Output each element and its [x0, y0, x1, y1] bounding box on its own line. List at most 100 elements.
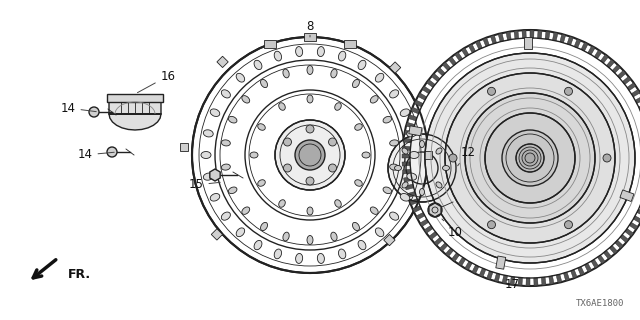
Ellipse shape [307, 236, 313, 244]
Circle shape [284, 138, 291, 146]
Polygon shape [538, 30, 542, 38]
Ellipse shape [274, 249, 282, 259]
Bar [389, 62, 401, 73]
Polygon shape [402, 154, 410, 158]
Polygon shape [410, 199, 419, 205]
Polygon shape [506, 32, 511, 40]
Ellipse shape [335, 200, 341, 207]
Ellipse shape [283, 232, 289, 241]
Polygon shape [455, 52, 463, 61]
Text: 14: 14 [61, 101, 96, 115]
Ellipse shape [210, 194, 220, 201]
Ellipse shape [250, 152, 258, 158]
Polygon shape [607, 60, 614, 68]
Text: 14: 14 [77, 148, 114, 162]
Ellipse shape [400, 194, 410, 201]
Text: 17: 17 [504, 277, 527, 291]
Ellipse shape [260, 79, 268, 88]
Polygon shape [426, 80, 435, 87]
Polygon shape [510, 276, 515, 285]
Ellipse shape [317, 47, 324, 57]
Polygon shape [490, 35, 497, 44]
Ellipse shape [307, 95, 313, 103]
Polygon shape [402, 162, 410, 166]
Ellipse shape [260, 222, 268, 231]
Polygon shape [408, 115, 417, 121]
Polygon shape [623, 76, 631, 84]
Circle shape [485, 113, 575, 203]
Ellipse shape [394, 165, 401, 171]
Ellipse shape [353, 79, 360, 88]
Polygon shape [634, 216, 640, 223]
Ellipse shape [353, 222, 360, 231]
Polygon shape [574, 39, 581, 48]
Bar [384, 235, 395, 246]
Polygon shape [436, 68, 445, 76]
Polygon shape [403, 146, 410, 150]
Ellipse shape [236, 73, 244, 82]
Ellipse shape [283, 69, 289, 78]
Ellipse shape [296, 47, 303, 57]
Bar [496, 256, 506, 269]
Circle shape [425, 53, 635, 263]
Ellipse shape [221, 212, 230, 220]
Polygon shape [405, 184, 414, 190]
Circle shape [449, 154, 457, 162]
Polygon shape [413, 206, 421, 212]
Ellipse shape [371, 96, 378, 103]
Ellipse shape [221, 164, 230, 170]
Text: 16: 16 [138, 69, 175, 93]
Bar [409, 126, 422, 136]
Ellipse shape [201, 151, 211, 158]
Polygon shape [109, 98, 161, 130]
Ellipse shape [358, 240, 366, 250]
Polygon shape [422, 86, 431, 94]
Circle shape [306, 125, 314, 133]
Bar [217, 56, 228, 68]
Ellipse shape [355, 124, 362, 130]
Polygon shape [449, 57, 456, 66]
Circle shape [564, 87, 573, 95]
Polygon shape [461, 48, 469, 57]
Polygon shape [588, 46, 595, 55]
Circle shape [488, 87, 495, 95]
Bar [180, 143, 188, 151]
Bar [344, 40, 356, 48]
Polygon shape [615, 240, 623, 249]
Ellipse shape [358, 60, 366, 70]
Bar [620, 190, 634, 202]
Polygon shape [210, 169, 220, 181]
Text: 12: 12 [458, 146, 476, 166]
Ellipse shape [371, 207, 378, 214]
Ellipse shape [409, 151, 419, 158]
Ellipse shape [254, 60, 262, 70]
Circle shape [519, 147, 541, 169]
Circle shape [525, 153, 535, 163]
Text: 15: 15 [189, 179, 220, 191]
Ellipse shape [402, 148, 408, 154]
Circle shape [428, 203, 442, 217]
Polygon shape [403, 138, 412, 143]
Polygon shape [442, 62, 451, 70]
Text: 10: 10 [442, 219, 463, 238]
Polygon shape [629, 222, 638, 230]
Circle shape [502, 130, 558, 186]
Ellipse shape [307, 207, 313, 215]
Ellipse shape [242, 207, 250, 214]
Ellipse shape [236, 228, 244, 237]
Ellipse shape [407, 130, 417, 137]
Polygon shape [584, 263, 591, 272]
Ellipse shape [228, 116, 237, 123]
Polygon shape [522, 30, 526, 38]
Circle shape [388, 134, 456, 202]
Polygon shape [534, 278, 538, 286]
Polygon shape [627, 83, 636, 91]
Polygon shape [424, 226, 433, 233]
Polygon shape [618, 70, 626, 79]
Polygon shape [604, 251, 612, 259]
Ellipse shape [317, 253, 324, 263]
Circle shape [488, 221, 495, 229]
Circle shape [275, 120, 345, 190]
Polygon shape [609, 245, 618, 254]
Ellipse shape [335, 103, 341, 110]
